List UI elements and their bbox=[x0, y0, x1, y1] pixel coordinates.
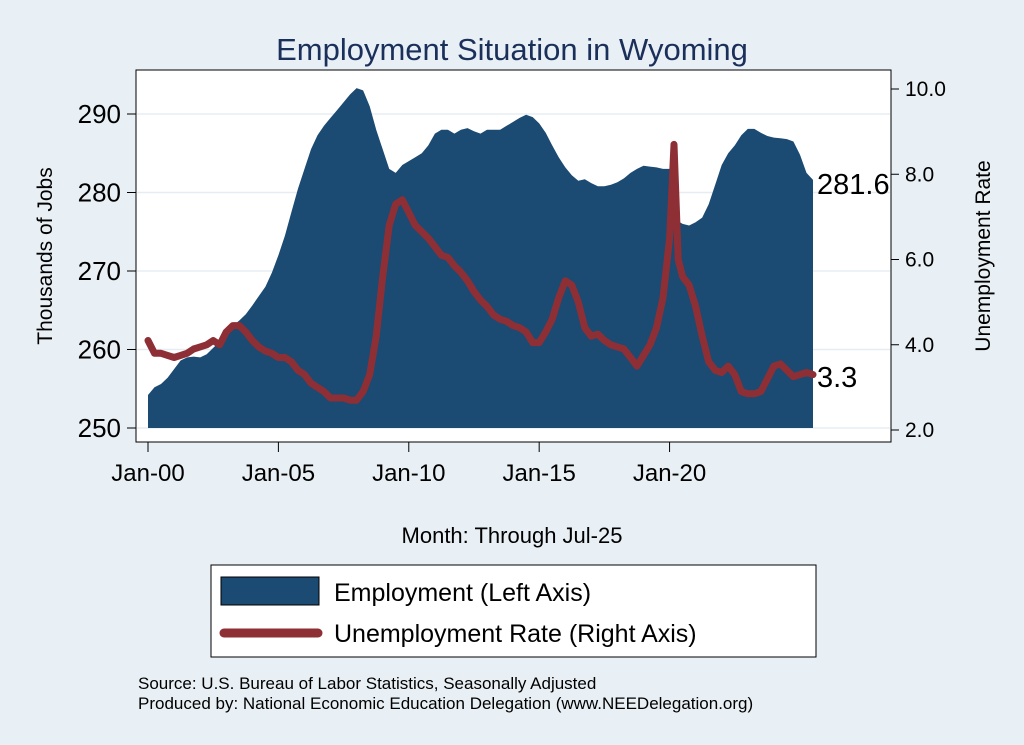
y-left-tick-label: 280 bbox=[78, 178, 121, 208]
y-right-tick-label: 10.0 bbox=[905, 78, 946, 101]
unemployment-end-label: 3.3 bbox=[817, 362, 857, 394]
y-left-tick-label: 250 bbox=[78, 413, 121, 443]
y-left-tick-label: 260 bbox=[78, 335, 121, 365]
x-tick-label: Jan-15 bbox=[502, 460, 575, 487]
legend-label-unemployment: Unemployment Rate (Right Axis) bbox=[334, 620, 697, 648]
y-right-tick-label: 4.0 bbox=[905, 334, 934, 357]
legend-label-employment: Employment (Left Axis) bbox=[334, 579, 591, 607]
unemployment-line-series bbox=[144, 140, 817, 404]
source-note: Source: U.S. Bureau of Labor Statistics,… bbox=[138, 674, 596, 693]
x-tick-label: Jan-10 bbox=[372, 460, 445, 487]
employment-area-series bbox=[148, 88, 813, 428]
legend: Employment (Left Axis) Unemployment Rate… bbox=[210, 564, 817, 658]
y-right-tick-label: 2.0 bbox=[905, 419, 934, 442]
chart-title: Employment Situation in Wyoming bbox=[276, 32, 748, 67]
y-right-tick-label: 6.0 bbox=[905, 249, 934, 272]
x-tick-label: Jan-05 bbox=[242, 460, 315, 487]
legend-swatch-employment bbox=[220, 576, 320, 606]
employment-end-label: 281.6 bbox=[817, 169, 890, 201]
y-left-tick-label: 270 bbox=[78, 256, 121, 286]
x-axis-label: Month: Through Jul-25 bbox=[402, 523, 623, 548]
y-left-axis-label: Thousands of Jobs bbox=[34, 167, 57, 344]
y-right-axis: 2.0 4.0 6.0 8.0 10.0 bbox=[890, 70, 946, 442]
y-right-tick-label: 8.0 bbox=[905, 163, 934, 186]
x-tick-label: Jan-00 bbox=[111, 460, 184, 487]
y-right-axis-label: Unemployment Rate bbox=[972, 160, 995, 351]
y-left-axis: 250 260 270 280 290 bbox=[78, 70, 137, 443]
y-left-tick-label: 290 bbox=[78, 99, 121, 129]
x-tick-label: Jan-20 bbox=[633, 460, 706, 487]
x-axis: Jan-00 Jan-05 Jan-10 Jan-15 Jan-20 bbox=[111, 441, 891, 487]
produced-by-note: Produced by: National Economic Education… bbox=[138, 694, 753, 713]
